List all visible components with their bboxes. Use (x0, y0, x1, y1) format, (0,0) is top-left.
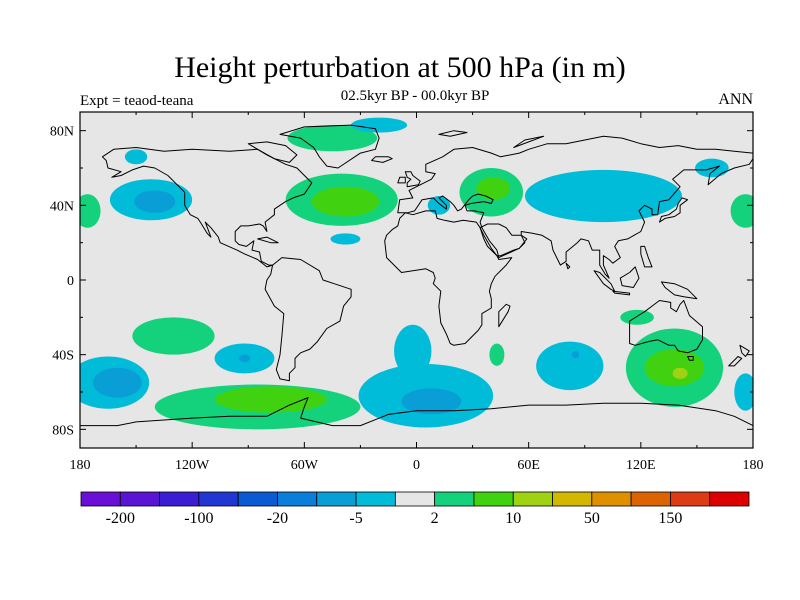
coastline-ireland (397, 176, 406, 184)
anomaly-region-indian-ocean-negative (536, 341, 604, 391)
coastlines (80, 124, 753, 448)
coastline-africa (384, 210, 513, 346)
coastline-greenland (279, 124, 380, 169)
coastline-eurasia (397, 135, 753, 279)
colorbar-swatch (277, 491, 318, 507)
coastline-iceland (371, 156, 393, 163)
colorbar-label: -100 (184, 510, 213, 527)
lon-tick-label: 120W (175, 458, 210, 473)
coastline-north-america (101, 147, 313, 268)
coastline-svalbard (438, 130, 468, 137)
lon-tick-label: 180 (743, 458, 764, 473)
anomaly-region-tropical-atlantic-negative (330, 233, 361, 245)
colorbar-swatch (552, 491, 593, 507)
coastline-japan (659, 197, 689, 223)
anomaly-region-n-atlantic-core (311, 186, 380, 217)
colorbar-swatch (355, 491, 396, 507)
anomaly-region-sw-pacific-core (93, 367, 142, 398)
lon-tick-label: 60E (517, 458, 540, 473)
coastline-madagascar (498, 303, 511, 328)
coastline-philippines (640, 245, 653, 268)
coastline-antarctica (80, 397, 753, 448)
season-label: ANN (718, 91, 753, 108)
colorbar-label: 150 (658, 510, 682, 527)
colorbar-swatch (591, 491, 632, 507)
anomaly-region-australia-core (644, 349, 705, 387)
colorbar-swatch (473, 491, 514, 507)
anomaly-fields (80, 117, 753, 430)
anomaly-region-indian-ocean-core (571, 350, 580, 359)
anomaly-region-arctic-negative (351, 117, 408, 133)
lat-tick-label: 40N (50, 199, 74, 214)
coastline-cuba (257, 236, 279, 244)
colorbar-label: 2 (431, 510, 439, 527)
colorbar-swatch (237, 491, 278, 507)
colorbar: -200 -100 -20 -5 2 10 50 150 (80, 491, 750, 527)
colorbar-swatch (670, 491, 711, 507)
map-axes: 80N 40N 0 40S 80S 180 120W 60W 0 60E 120E 180 (50, 112, 764, 473)
anomaly-region-australia-peak (672, 367, 688, 379)
coastline-new-zealand-north (739, 344, 750, 357)
coastline-tasmania (687, 356, 694, 361)
anomaly-region-nw-australia-positive (620, 309, 654, 325)
coastline-java (612, 290, 631, 296)
coastline-borneo (619, 266, 640, 288)
anomaly-region-s-africa-positive (489, 343, 505, 366)
experiment-label: Expt = teaod-teana (80, 93, 194, 109)
coastline-australia (629, 300, 703, 354)
coastline-novaya-zemlya (513, 135, 545, 148)
coastline-new-zealand-south (728, 356, 743, 367)
colorbar-swatch (512, 491, 553, 507)
anomaly-region-dateline-positive-east (730, 194, 753, 228)
lon-tick-label: 60W (291, 458, 319, 473)
anomaly-region-w-europe-negative (427, 196, 451, 215)
coastline-arabian-peninsula (479, 223, 526, 257)
anomaly-region-sw-pacific-edge-negative (734, 373, 753, 411)
colorbar-label: -20 (267, 510, 288, 527)
coastline-new-guinea (660, 281, 698, 300)
plot-subtitle: 02.5kyr BP - 00.0kyr BP (340, 88, 490, 104)
anomaly-region-s-atlantic-arm (394, 324, 432, 378)
lat-tick-label: 80S (52, 423, 74, 438)
colorbar-label: 50 (584, 510, 600, 527)
lat-tick-label: 80N (50, 125, 74, 140)
lon-tick-label: 180 (70, 458, 91, 473)
anomaly-region-e-europe-core (476, 177, 510, 200)
coastline-south-america (264, 257, 352, 382)
colorbar-label: -200 (106, 510, 135, 527)
anomaly-region-n-pacific-core (134, 190, 176, 213)
coastline-baffin-island (247, 141, 298, 163)
anomaly-region-asia-negative (524, 169, 682, 223)
anomaly-region-dateline-positive-west (80, 194, 101, 228)
lat-tick-label: 0 (67, 274, 74, 289)
anomaly-region-southern-ocean-core (214, 386, 327, 413)
colorbar-swatch (80, 491, 121, 507)
colorbar-swatch (119, 491, 160, 507)
anomaly-region-s-atlantic-core (401, 388, 462, 415)
lat-tick-label: 40S (52, 349, 74, 364)
colorbar-swatch (159, 491, 200, 507)
plot-title: Height perturbation at 500 hPa (in m) (174, 51, 626, 84)
anomaly-region-s-pacific-positive (132, 317, 215, 355)
colorbar-swatch (434, 491, 475, 507)
coastline-sri-lanka (565, 262, 571, 270)
colorbar-label: 10 (505, 510, 521, 527)
colorbar-swatch (709, 491, 750, 507)
coastline-uk (404, 171, 421, 188)
colorbar-swatch (630, 491, 671, 507)
colorbar-label: -5 (349, 510, 362, 527)
colorbar-swatch (198, 491, 239, 507)
anomaly-region-se-pacific-core (238, 354, 251, 363)
colorbar-swatch (394, 491, 436, 507)
anomaly-region-alaska-negative (124, 149, 148, 165)
lon-tick-label: 120E (626, 458, 656, 473)
lon-tick-label: 0 (413, 458, 420, 473)
colorbar-swatch (316, 491, 357, 507)
